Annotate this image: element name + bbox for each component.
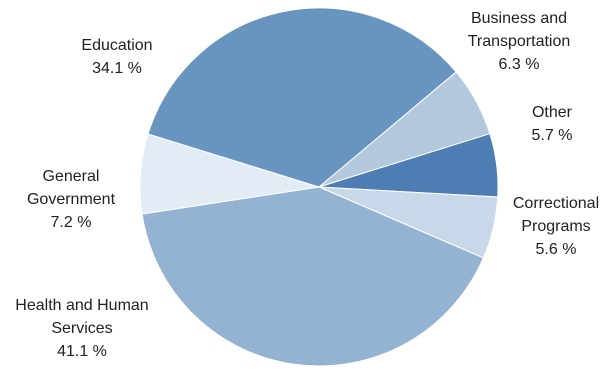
- slice-label-education: Education 34.1 %: [81, 37, 152, 77]
- slice-name-label: General: [43, 168, 100, 185]
- slice-name-label: Health and Human: [15, 297, 148, 314]
- slice-value-label: 6.3 %: [499, 56, 540, 73]
- slice-name-label: Other: [532, 104, 573, 121]
- pie-labels: Business and Transportation 6.3 % Other 5.7 …: [15, 10, 599, 360]
- slice-label-general-government: General Government 7.2 %: [27, 168, 116, 231]
- slice-value-label: 5.7 %: [532, 127, 573, 144]
- slice-label-correctional-programs: Correctional Programs 5.6 %: [513, 195, 599, 258]
- pie-slices: [139, 7, 499, 367]
- pie-slice-education: [147, 7, 457, 188]
- slice-value-label: 41.1 %: [57, 343, 107, 360]
- slice-name-label: Business and: [471, 10, 567, 27]
- slice-label-health-and-human-services: Health and Human Services 41.1 %: [15, 297, 148, 360]
- slice-value-label: 7.2 %: [51, 214, 92, 231]
- slice-label-business-and-transportation: Business and Transportation 6.3 %: [468, 10, 571, 73]
- slice-name-label: Transportation: [468, 33, 571, 50]
- slice-name-label: Education: [81, 37, 152, 54]
- slice-name-label: Programs: [521, 218, 590, 235]
- slice-value-label: 34.1 %: [92, 60, 142, 77]
- slice-value-label: 5.6 %: [536, 241, 577, 258]
- slice-name-label: Government: [27, 191, 116, 208]
- slice-name-label: Correctional: [513, 195, 599, 212]
- slice-label-other: Other 5.7 %: [532, 104, 573, 144]
- pie-slice-health-and-human-services: [141, 186, 484, 367]
- slice-name-label: Services: [51, 320, 112, 337]
